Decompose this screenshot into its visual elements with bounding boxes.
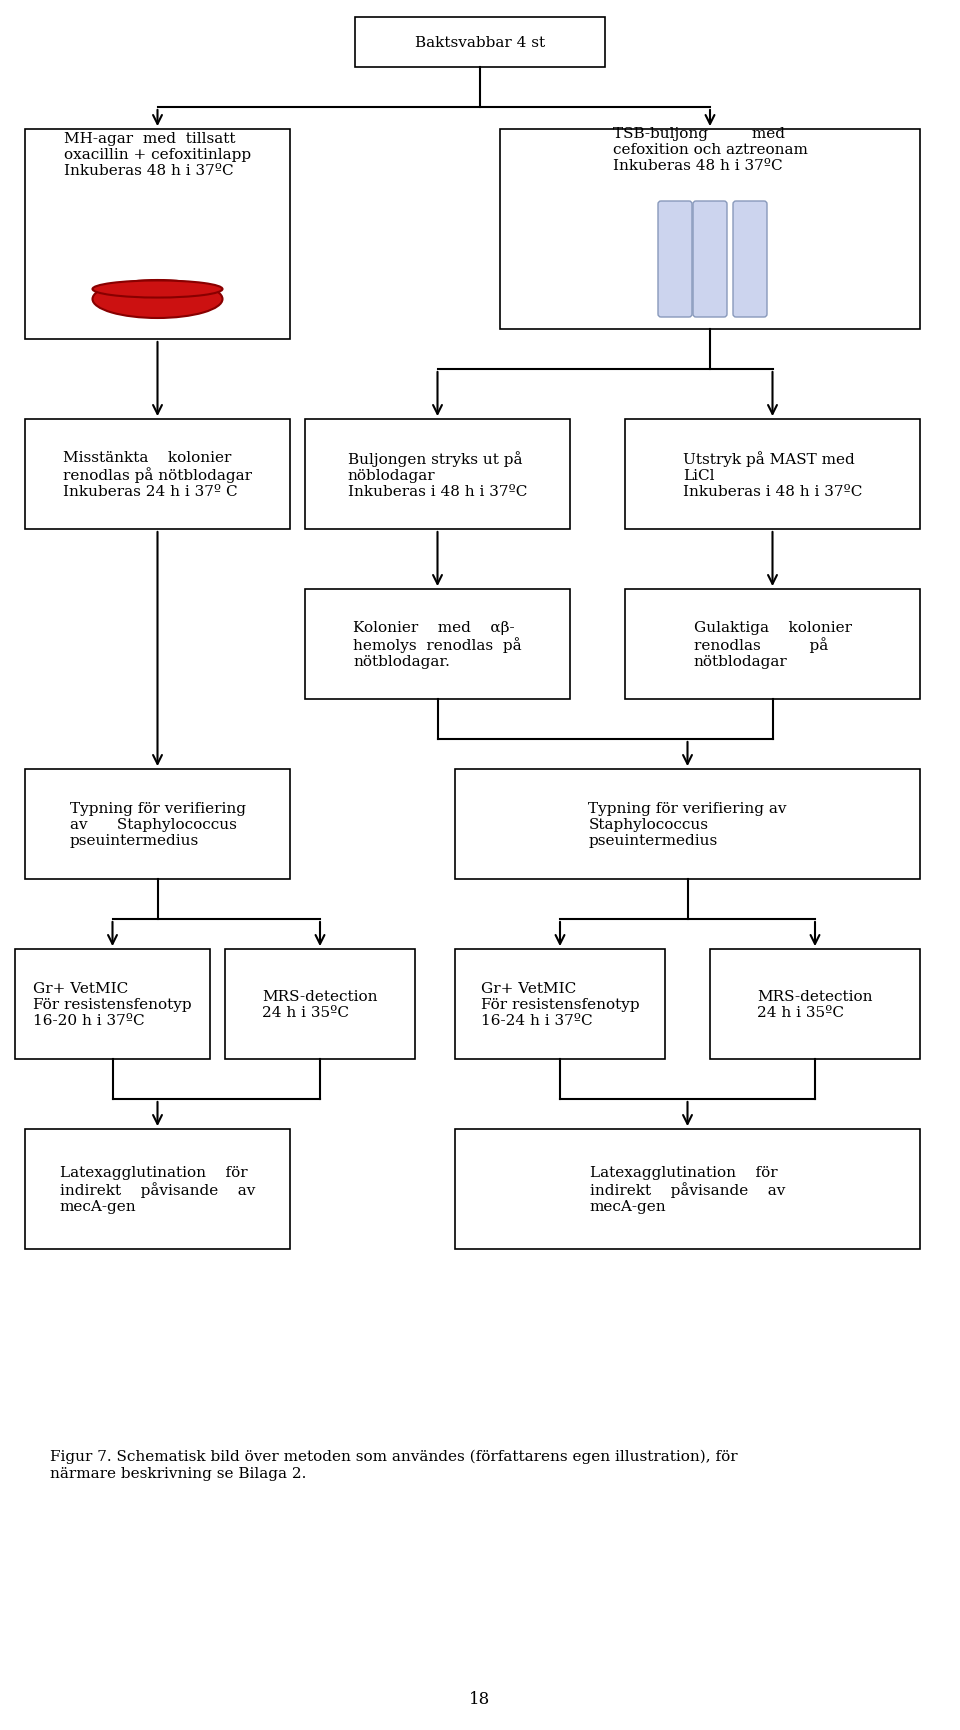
Bar [15, 950, 210, 1059]
Text: Typning för verifiering
av      Staphylococcus
pseuintermedius: Typning för verifiering av Staphylococcu… [69, 801, 246, 848]
Ellipse shape [92, 280, 223, 318]
Text: MH-agar  med  tillsatt
oxacillin + cefoxitinlapp
Inkuberas 48 h i 37ºC: MH-agar med tillsatt oxacillin + cefoxit… [64, 131, 252, 178]
Text: 18: 18 [469, 1690, 491, 1708]
Text: Kolonier    med    αβ-
hemolys  renodlas  på
nötblodagar.: Kolonier med αβ- hemolys renodlas på nöt… [353, 621, 522, 670]
Text: Figur 7. Schematisk bild över metoden som användes (författarens egen illustrati: Figur 7. Schematisk bild över metoden so… [50, 1450, 737, 1479]
FancyBboxPatch shape [733, 202, 767, 318]
Text: Gulaktiga    kolonier
renodlas          på
nötblodagar: Gulaktiga kolonier renodlas på nötblodag… [693, 621, 852, 670]
Text: Baktsvabbar 4 st: Baktsvabbar 4 st [415, 36, 545, 50]
Bar [25, 420, 290, 529]
Bar [625, 420, 920, 529]
Text: Latexagglutination    för
indirekt    påvisande    av
mecA-gen: Latexagglutination för indirekt påvisand… [589, 1164, 785, 1214]
FancyBboxPatch shape [658, 202, 692, 318]
Text: MRS-detection
24 h i 35ºC: MRS-detection 24 h i 35ºC [757, 990, 873, 1019]
Bar [455, 770, 920, 879]
Text: Latexagglutination    för
indirekt    påvisande    av
mecA-gen: Latexagglutination för indirekt påvisand… [60, 1164, 255, 1214]
Bar [455, 950, 665, 1059]
Bar [500, 130, 920, 330]
Ellipse shape [92, 282, 223, 298]
Text: TSB-buljong         med
cefoxition och aztreonam
Inkuberas 48 h i 37ºC: TSB-buljong med cefoxition och aztreonam… [612, 126, 807, 173]
Bar [25, 770, 290, 879]
Bar [625, 590, 920, 699]
Text: MRS-detection
24 h i 35ºC: MRS-detection 24 h i 35ºC [262, 990, 377, 1019]
Bar [710, 950, 920, 1059]
Text: Misstänkta    kolonier
renodlas på nötblodagar
Inkuberas 24 h i 37º C: Misstänkta kolonier renodlas på nötbloda… [63, 450, 252, 498]
Text: Utstryk på MAST med
LiCl
Inkuberas i 48 h i 37ºC: Utstryk på MAST med LiCl Inkuberas i 48 … [683, 450, 862, 498]
Bar [225, 950, 415, 1059]
Text: Typning för verifiering av
Staphylococcus
pseuintermedius: Typning för verifiering av Staphylococcu… [588, 801, 787, 848]
Bar [455, 1130, 920, 1249]
Text: Gr+ VetMIC
För resistensfenotyp
16-24 h i 37ºC: Gr+ VetMIC För resistensfenotyp 16-24 h … [481, 981, 639, 1028]
Bar [305, 590, 570, 699]
Text: Gr+ VetMIC
För resistensfenotyp
16-20 h i 37ºC: Gr+ VetMIC För resistensfenotyp 16-20 h … [34, 981, 192, 1028]
Text: Buljongen stryks ut på
nöblodagar
Inkuberas i 48 h i 37ºC: Buljongen stryks ut på nöblodagar Inkube… [348, 450, 527, 498]
Bar [25, 1130, 290, 1249]
Bar [305, 420, 570, 529]
Bar [25, 130, 290, 339]
Bar [355, 17, 605, 67]
FancyBboxPatch shape [693, 202, 727, 318]
